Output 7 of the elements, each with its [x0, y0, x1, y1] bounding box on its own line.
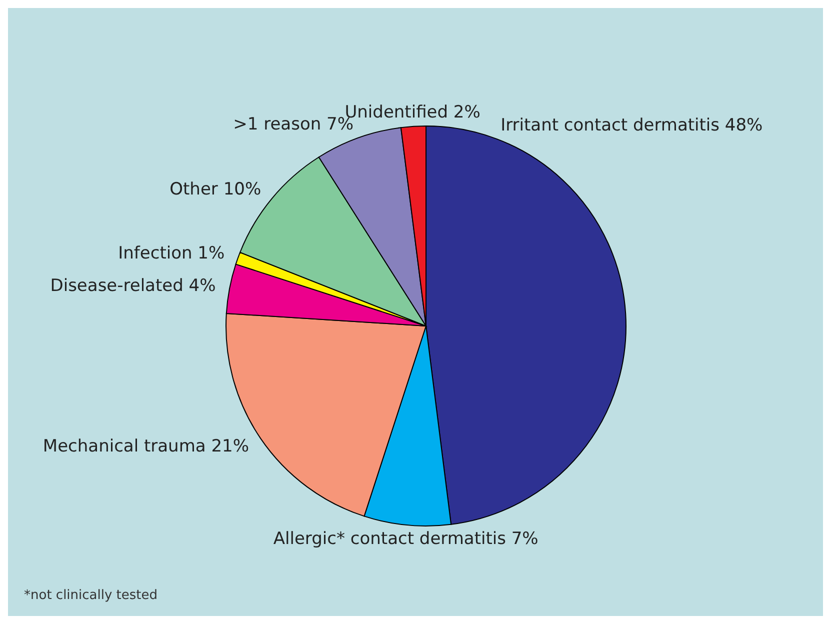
slice-label: Infection 1% [118, 244, 225, 264]
text: *not clinically tested [24, 588, 158, 603]
slice-label: Mechanical trauma 21% [42, 436, 250, 456]
slice-label: Disease-related 4% [50, 276, 216, 296]
slice-label: Other 10% [170, 180, 262, 200]
slice-label: Irritant contact dermatitis 48% [500, 115, 763, 136]
slice-label: Allergic* contact dermatitis 7% [273, 529, 538, 550]
